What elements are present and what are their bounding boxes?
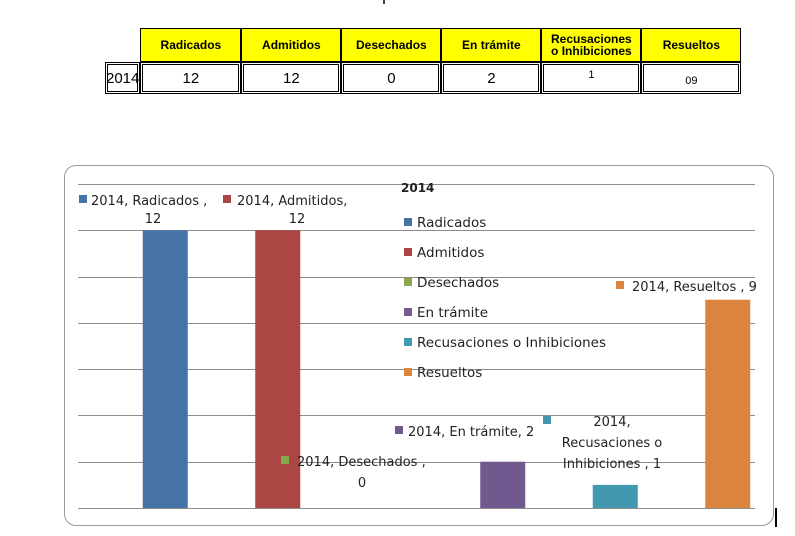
chart-area: 2014, Radicados , 12 2014, Admitidos, 12 201… bbox=[64, 165, 774, 526]
table-header-spacer bbox=[105, 28, 140, 62]
legend-item: Desechados bbox=[417, 275, 499, 291]
bar-recusaciones-o-inhibiciones bbox=[592, 484, 638, 508]
table-header-cell: Recusaciones o Inhibiciones bbox=[541, 28, 642, 62]
table-header-cell: Desechados bbox=[341, 28, 442, 62]
table-cell: 12 bbox=[140, 62, 242, 94]
legend-item: Resueltos bbox=[417, 365, 482, 381]
legend-swatch bbox=[404, 308, 412, 316]
table-cell: 1 bbox=[541, 62, 642, 94]
data-label: 2014, bbox=[593, 415, 630, 430]
data-label-key bbox=[395, 426, 403, 434]
chart-title: 2014 bbox=[401, 181, 434, 195]
legend-item: Admitidos bbox=[417, 245, 484, 261]
table-cell: 0 bbox=[341, 62, 442, 94]
table-cell-value: 09 bbox=[685, 75, 698, 87]
legend-item: En trámite bbox=[417, 305, 488, 321]
legend-swatch bbox=[404, 278, 412, 286]
header-fragment-mark bbox=[383, 0, 385, 4]
data-label-key bbox=[79, 195, 87, 203]
data-label: 2014, Radicados , bbox=[91, 194, 207, 209]
data-label-key bbox=[543, 416, 551, 424]
legend-swatch bbox=[404, 248, 412, 256]
legend-swatch bbox=[404, 368, 412, 376]
legend-swatch bbox=[404, 218, 412, 226]
data-label: Inhibiciones , 1 bbox=[563, 457, 661, 472]
bar-chart: 2014, Radicados , 12 2014, Admitidos, 12 201… bbox=[78, 181, 757, 509]
table-row-label: 2014 bbox=[105, 62, 141, 94]
data-label-key bbox=[281, 456, 289, 464]
table-header-cell: Radicados bbox=[140, 28, 242, 62]
table-cell-value: 1 bbox=[588, 69, 595, 81]
legend-item: Radicados bbox=[417, 215, 486, 231]
table-cell: 12 bbox=[241, 62, 342, 94]
table-cell: 2 bbox=[441, 62, 542, 94]
data-label-key bbox=[223, 195, 231, 203]
table-header-cell: En trámite bbox=[441, 28, 542, 62]
data-label: 12 bbox=[289, 212, 306, 227]
table-header-line: Recusaciones o Inhibiciones bbox=[551, 32, 632, 58]
data-label: 0 bbox=[358, 476, 366, 491]
edge-mark bbox=[775, 508, 777, 527]
bar-en-trámite bbox=[480, 461, 526, 508]
bar-resueltos bbox=[705, 299, 751, 508]
table-header-row: Radicados Admitidos Desechados En trámit… bbox=[105, 28, 742, 62]
data-label: 2014, Admitidos, bbox=[237, 194, 347, 209]
table-row: 2014 12 12 0 2 1 09 bbox=[105, 62, 742, 94]
table-header-cell: Resueltos bbox=[641, 28, 742, 62]
table-cell: 09 bbox=[641, 62, 742, 94]
legend-swatch bbox=[404, 338, 412, 346]
data-label: 2014, Desechados , bbox=[297, 455, 426, 470]
data-label: 2014, Resueltos , 9 bbox=[632, 280, 757, 295]
data-label: 12 bbox=[145, 212, 162, 227]
bar-admitidos bbox=[255, 230, 301, 508]
data-label: Recusaciones o bbox=[562, 436, 662, 451]
bar-radicados bbox=[142, 230, 188, 508]
table-header-cell: Admitidos bbox=[241, 28, 342, 62]
summary-table: Radicados Admitidos Desechados En trámit… bbox=[105, 28, 742, 94]
legend-item: Recusaciones o Inhibiciones bbox=[417, 335, 606, 351]
data-label-key bbox=[616, 281, 624, 289]
data-label: 2014, En trámite, 2 bbox=[408, 425, 534, 440]
